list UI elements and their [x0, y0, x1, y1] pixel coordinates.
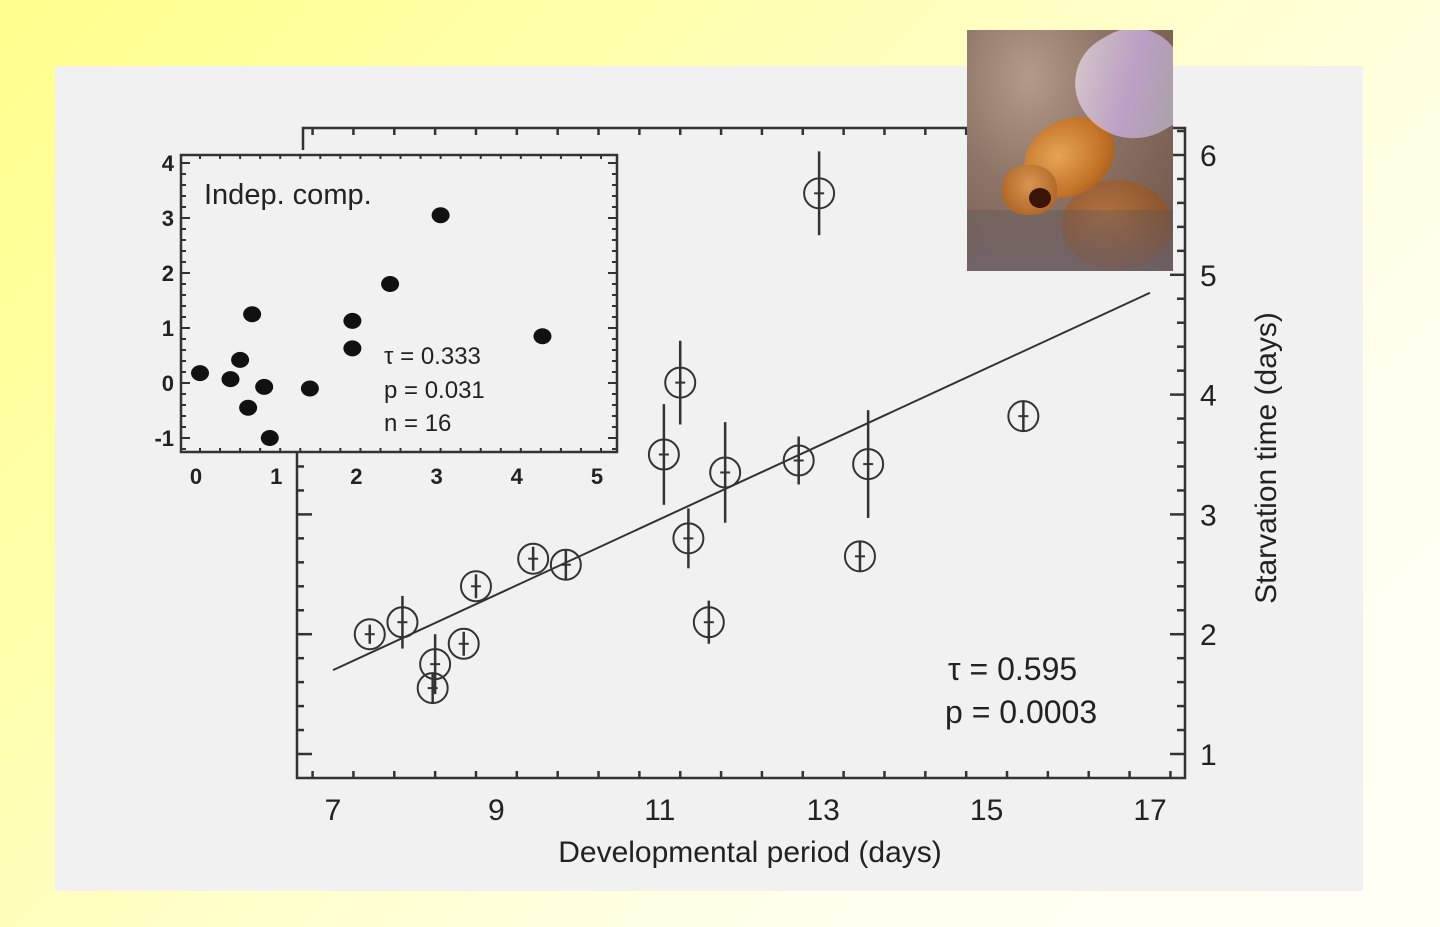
x-tick-label: 15 — [970, 794, 1003, 827]
x-tick-label: 13 — [807, 794, 840, 827]
y-tick-label: 3 — [1200, 499, 1217, 532]
data-point — [353, 618, 386, 651]
data-point — [709, 422, 742, 523]
x-axis-title: Developmental period (days) — [558, 836, 942, 869]
inset-data-point — [533, 328, 552, 345]
inset-data-point — [231, 351, 250, 368]
data-point — [386, 595, 419, 649]
x-tick-label: 9 — [488, 794, 505, 827]
inset-n-annotation: n = 16 — [384, 410, 451, 437]
inset-x-tick-label: 1 — [270, 464, 282, 489]
data-point — [664, 340, 697, 425]
y-tick-label: 1 — [1200, 739, 1217, 772]
inset-y-tick-label: 4 — [162, 151, 175, 176]
y-tick-label: 2 — [1200, 619, 1217, 652]
y-tick-label: 6 — [1200, 140, 1217, 173]
inset-x-tick-label: 2 — [350, 464, 362, 489]
data-point — [517, 542, 550, 575]
inset-data-point — [239, 399, 258, 416]
data-point — [843, 540, 876, 573]
inset-y-tick-label: -1 — [154, 426, 174, 451]
inset-x-tick-label: 3 — [430, 464, 442, 489]
inset-x-tick-label: 5 — [591, 464, 603, 489]
inset-data-point — [381, 276, 400, 292]
data-point — [459, 570, 492, 603]
inset-data-point — [343, 312, 362, 329]
main-tau-annotation: τ = 0.595 — [948, 651, 1077, 687]
fruit-fly-photo — [967, 30, 1173, 271]
inset-data-points — [191, 207, 552, 446]
main-fit-line — [332, 291, 1151, 672]
inset-data-point — [260, 430, 279, 446]
data-point — [419, 634, 452, 695]
inset-data-point — [300, 380, 319, 397]
data-point — [647, 404, 680, 505]
main-data-points — [353, 151, 1040, 705]
inset-data-point — [343, 340, 362, 357]
y-axis-title: Starvation time (days) — [1250, 312, 1283, 604]
data-point — [1007, 400, 1040, 433]
x-tick-label: 11 — [644, 794, 675, 827]
inset-x-tick-label: 4 — [511, 464, 524, 489]
x-tick-label: 7 — [325, 794, 342, 827]
main-p-annotation: p = 0.0003 — [945, 694, 1097, 730]
inset-data-point — [243, 306, 262, 323]
inset-p-annotation: p = 0.031 — [384, 377, 485, 404]
data-point — [692, 600, 725, 644]
data-point — [416, 672, 449, 705]
data-point — [447, 627, 480, 660]
inset-title: Indep. comp. — [204, 179, 372, 211]
inset-y-tick-label: 0 — [162, 371, 174, 396]
data-point — [782, 436, 815, 485]
inset-data-point — [191, 365, 210, 382]
inset-data-point — [255, 378, 274, 395]
inset-x-tick-label: 0 — [190, 464, 202, 489]
inset-data-point — [431, 207, 450, 224]
inset-y-tick-label: 1 — [162, 316, 174, 341]
inset-y-tick-label: 2 — [162, 261, 174, 286]
inset-y-tick-label: 3 — [162, 206, 174, 231]
main-axis-labels: 7 9 11 13 15 17 1 2 3 4 5 6 — [325, 140, 1217, 827]
data-point — [803, 151, 836, 236]
y-tick-label: 4 — [1200, 380, 1217, 413]
y-tick-label: 5 — [1200, 260, 1217, 293]
data-point — [672, 508, 705, 569]
inset-axes: 0 1 2 3 4 5 -1 0 1 2 3 4 — [154, 151, 617, 489]
inset-tau-annotation: τ = 0.333 — [384, 343, 481, 370]
main-plot-axes — [295, 126, 1187, 780]
x-tick-label: 17 — [1133, 794, 1166, 827]
data-point — [549, 548, 582, 581]
inset-data-point — [221, 371, 240, 388]
data-point — [852, 410, 885, 518]
